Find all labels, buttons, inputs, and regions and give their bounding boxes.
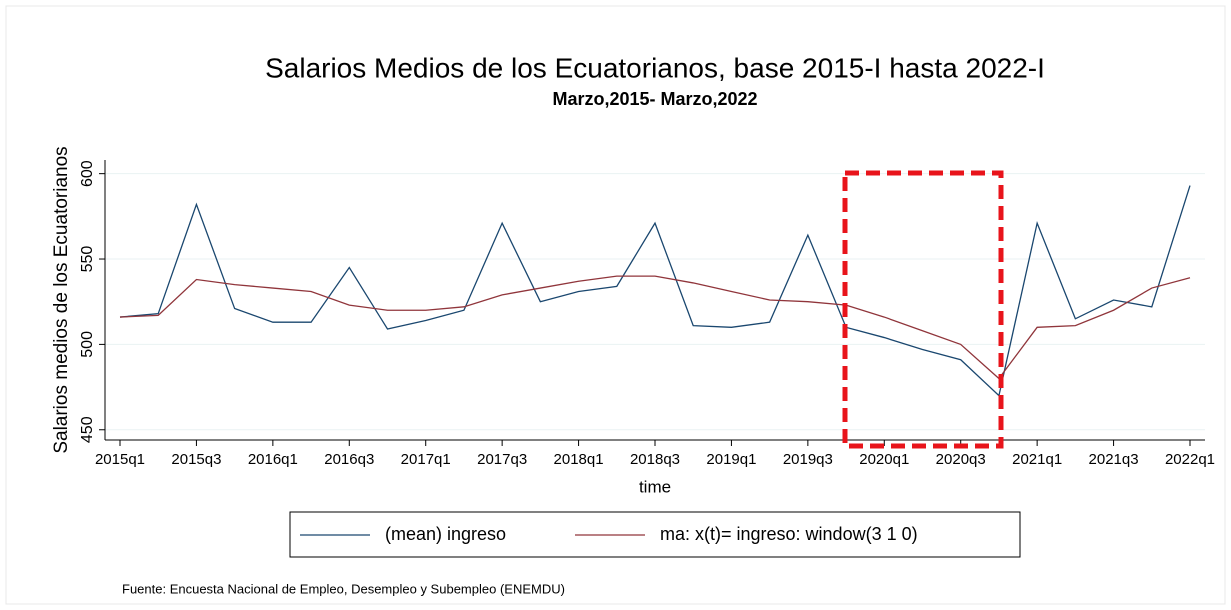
x-tick-label: 2017q1 <box>401 451 451 468</box>
chart-title: Salarios Medios de los Ecuatorianos, bas… <box>265 52 1045 83</box>
x-axis-title: time <box>639 477 671 496</box>
x-tick-label: 2015q3 <box>171 451 221 468</box>
y-tick-label: 550 <box>79 246 96 273</box>
x-tick-label: 2020q1 <box>859 451 909 468</box>
x-tick-label: 2018q3 <box>630 451 680 468</box>
x-tick-label: 2022q1 <box>1165 451 1215 468</box>
series-line <box>119 275 1191 380</box>
x-tick-label: 2019q3 <box>783 451 833 468</box>
x-tick-label: 2017q3 <box>477 451 527 468</box>
x-tick-label: 2021q3 <box>1089 451 1139 468</box>
chart-subtitle: Marzo,2015- Marzo,2022 <box>552 89 757 109</box>
y-axis-title: Salarios medios de los Ecuatorianos <box>51 146 72 453</box>
x-tick-label: 2018q1 <box>554 451 604 468</box>
x-tick-label: 2016q3 <box>324 451 374 468</box>
legend <box>289 511 1021 558</box>
y-tick-label: 600 <box>79 160 96 187</box>
x-tick-label: 2015q1 <box>95 451 145 468</box>
frame <box>5 5 1226 605</box>
legend-label: ma: x(t)= ingreso: window(3 1 0) <box>660 524 918 544</box>
y-tick-label: 450 <box>79 416 96 443</box>
x-tick-label: 2020q3 <box>936 451 986 468</box>
x-tick-label: 2016q1 <box>248 451 298 468</box>
x-tick-label: 2021q1 <box>1012 451 1062 468</box>
footnote: Fuente: Encuesta Nacional de Empleo, Des… <box>122 581 565 596</box>
y-tick-label: 500 <box>79 331 96 358</box>
legend-label: (mean) ingreso <box>385 524 506 544</box>
series-line <box>119 185 1191 397</box>
highlight-box <box>842 170 1004 449</box>
x-tick-label: 2019q1 <box>706 451 756 468</box>
